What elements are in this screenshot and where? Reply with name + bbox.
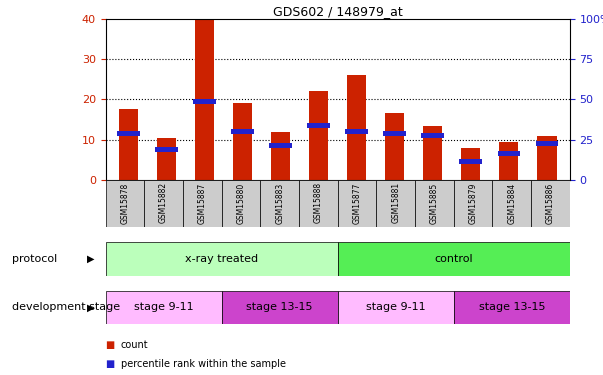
Text: protocol: protocol [12,254,57,264]
Bar [385,114,404,180]
Bar [309,92,328,180]
Text: stage 13-15: stage 13-15 [479,303,545,312]
Text: GSM15881: GSM15881 [391,182,400,224]
Bar [260,180,299,227]
Bar [183,180,222,227]
Bar [423,126,443,180]
Bar [119,110,138,180]
Bar [308,123,330,128]
Text: GSM15886: GSM15886 [546,182,555,224]
Text: control: control [434,254,473,264]
Title: GDS602 / 148979_at: GDS602 / 148979_at [273,4,403,18]
Text: stage 9-11: stage 9-11 [366,303,426,312]
Text: ▶: ▶ [87,254,94,264]
Bar [493,180,531,227]
Text: GSM15877: GSM15877 [353,182,362,224]
Bar [421,133,444,138]
Bar [537,136,557,180]
Bar [338,242,570,276]
Bar [222,291,338,324]
Text: GSM15880: GSM15880 [236,182,245,224]
Text: ■: ■ [106,340,115,350]
Text: stage 13-15: stage 13-15 [247,303,313,312]
Bar [233,104,252,180]
Text: GSM15888: GSM15888 [314,182,323,224]
Text: GSM15887: GSM15887 [198,182,207,224]
Bar [222,180,260,227]
Bar [106,291,222,324]
Text: GSM15884: GSM15884 [507,182,516,224]
Bar [499,142,519,180]
Text: ■: ■ [106,359,115,369]
Text: GSM15879: GSM15879 [469,182,478,224]
Bar [454,180,493,227]
Bar [271,132,290,180]
Bar [384,131,406,136]
Bar [376,180,415,227]
Bar [415,180,454,227]
Bar [338,291,454,324]
Text: GSM15882: GSM15882 [159,182,168,224]
Bar [535,141,558,146]
Bar [338,180,376,227]
Bar [193,99,216,104]
Bar [155,147,178,152]
Bar [106,242,338,276]
Bar [497,152,520,156]
Bar [106,180,144,227]
Text: ▶: ▶ [87,303,94,312]
Text: percentile rank within the sample: percentile rank within the sample [121,359,286,369]
Text: GSM15885: GSM15885 [430,182,439,224]
Text: x-ray treated: x-ray treated [185,254,258,264]
Bar [454,291,570,324]
Text: count: count [121,340,148,350]
Bar [459,159,482,164]
Text: GSM15883: GSM15883 [275,182,284,224]
Bar [461,148,481,180]
Bar [531,180,570,227]
Bar [144,180,183,227]
Bar [346,129,368,134]
Text: GSM15878: GSM15878 [121,182,130,224]
Text: stage 9-11: stage 9-11 [134,303,194,312]
Bar [299,180,338,227]
Bar [269,143,292,148]
Bar [347,75,366,180]
Bar [231,129,254,134]
Bar [117,131,140,136]
Text: development stage: development stage [12,303,120,312]
Bar [157,138,176,180]
Bar [195,19,214,180]
